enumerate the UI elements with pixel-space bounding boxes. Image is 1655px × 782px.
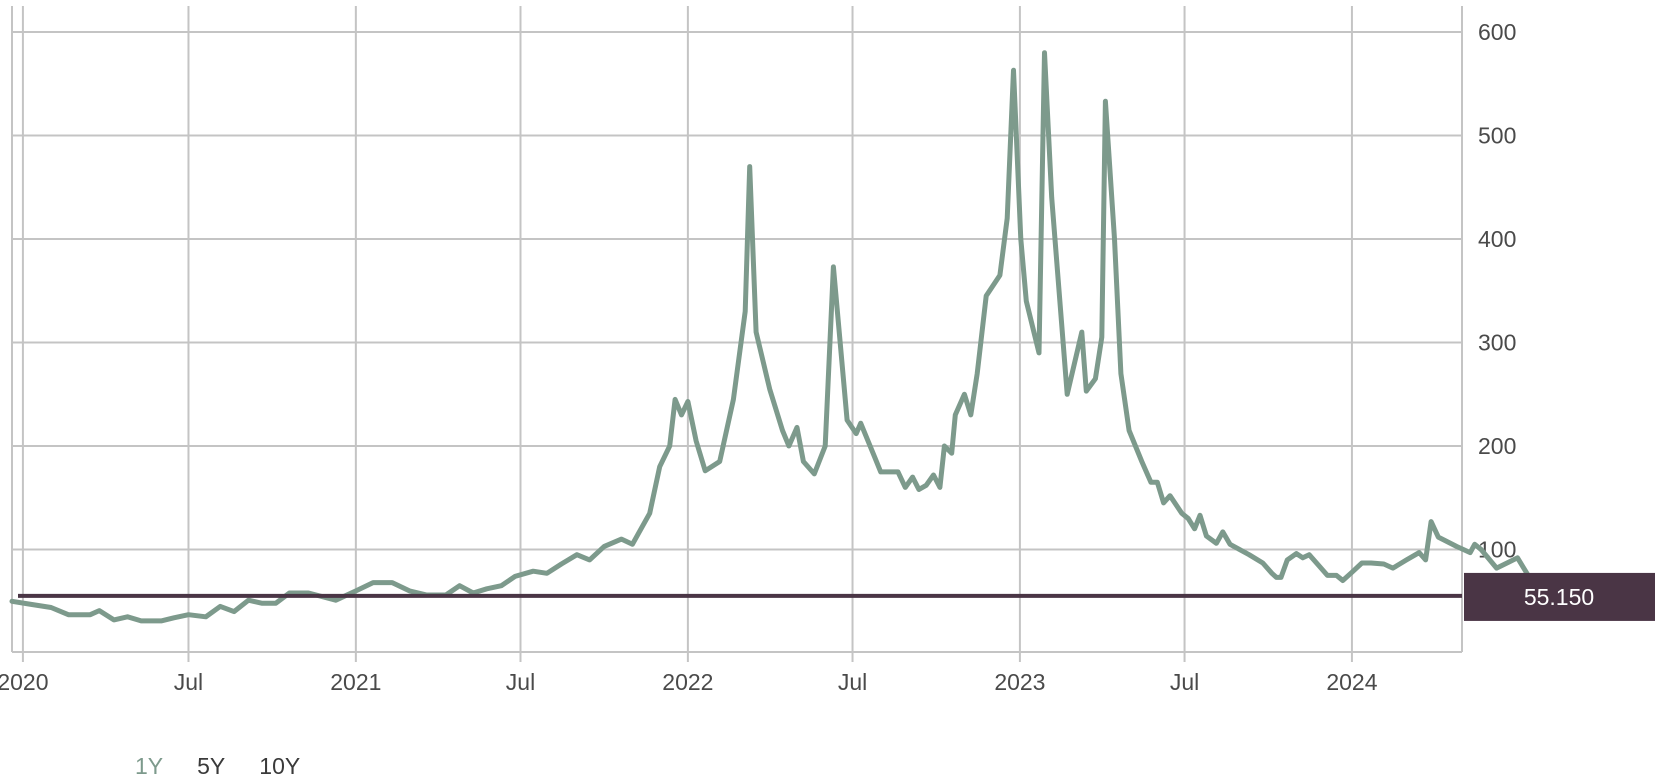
y-tick-label: 100 xyxy=(1478,537,1516,563)
range-10y-button[interactable]: 10Y xyxy=(259,753,301,779)
x-tick-label: Jul xyxy=(1170,669,1199,695)
range-selector: 1Y 5Y 10Y xyxy=(135,753,300,780)
series-line xyxy=(9,50,1580,624)
x-tick-label: Jul xyxy=(506,669,535,695)
x-tick-label: 2022 xyxy=(662,669,713,695)
y-tick-label: 200 xyxy=(1478,433,1516,459)
x-tick-label: 2021 xyxy=(330,669,381,695)
range-5y-button[interactable]: 5Y xyxy=(197,753,226,779)
y-tick-label: 500 xyxy=(1478,123,1516,149)
x-tick-label: 2024 xyxy=(1326,669,1377,695)
last-value-marker: 55.150 xyxy=(18,572,1655,621)
horizontal-grid xyxy=(12,31,1462,653)
last-value-badge xyxy=(1464,572,1655,621)
last-value-label: 55.150 xyxy=(1524,584,1594,610)
y-tick-label: 300 xyxy=(1478,330,1516,356)
x-tick-label: Jul xyxy=(838,669,867,695)
y-axis-labels: 100 200 300 400 500 600 xyxy=(1478,19,1516,563)
series-group xyxy=(9,50,1580,624)
x-tick-label: Jul xyxy=(174,669,203,695)
y-tick-label: 400 xyxy=(1478,226,1516,252)
x-tick-label: 2020 xyxy=(0,669,49,695)
x-tick-label: 2023 xyxy=(994,669,1045,695)
x-axis-labels: 2020 Jul 2021 Jul 2022 Jul 2023 Jul 2024 xyxy=(0,669,1378,695)
vertical-grid xyxy=(11,6,1463,662)
range-1y-button[interactable]: 1Y xyxy=(135,753,164,779)
y-tick-label: 600 xyxy=(1478,19,1516,45)
